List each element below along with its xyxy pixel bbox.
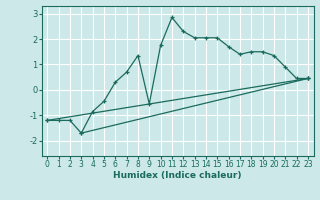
X-axis label: Humidex (Indice chaleur): Humidex (Indice chaleur) (113, 171, 242, 180)
